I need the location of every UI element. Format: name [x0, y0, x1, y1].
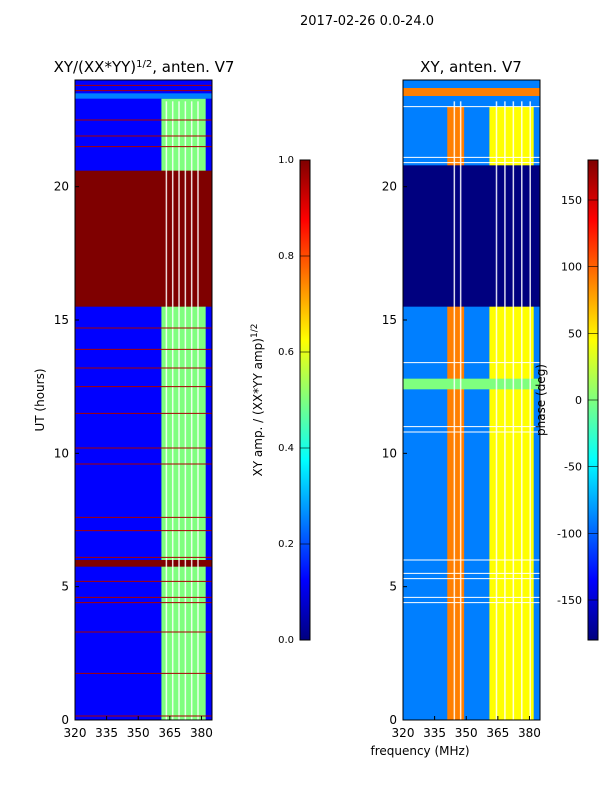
xtick-label-phase-1: 335	[423, 726, 446, 740]
xtick-label-amplitude-0: 320	[64, 726, 87, 740]
ytick-label-amplitude-3: 15	[54, 313, 69, 327]
ytick-label-phase-0: 0	[389, 713, 397, 727]
ytick-label-amplitude-4: 20	[54, 180, 69, 194]
chart-title-phase: XY, anten. V7	[420, 58, 522, 76]
ytick-label-phase-2: 10	[382, 446, 397, 460]
chart-amplitude: 320 335 350 365 380 0 5 10 15 20 XY/(XX*YY)1/2, an…	[33, 58, 311, 740]
stripe-phase-5	[521, 101, 523, 720]
region-amplitude-2	[75, 170, 212, 307]
ytick-label-amplitude-1: 5	[61, 580, 69, 594]
stripe-phase-6	[529, 101, 531, 720]
colorbar-tick-label-amplitude-0: 0.0	[278, 635, 294, 646]
axes-frame-phase	[402, 79, 541, 721]
page-title: 2017-02-26 0.0-24.0	[300, 14, 434, 29]
region-amplitude-4	[75, 93, 212, 99]
colorbar-tick-label-amplitude-2: 0.4	[278, 443, 294, 454]
stripe-amplitude-0	[165, 101, 168, 720]
stripe-amplitude-4	[190, 101, 193, 720]
colorbar-tick-label-phase-5: 100	[561, 261, 582, 274]
xtick-label-amplitude-2: 350	[127, 726, 150, 740]
colorbar-tick-label-amplitude-4: 0.8	[278, 251, 294, 262]
stripe-amplitude-5	[197, 101, 199, 720]
ytick-label-phase-4: 20	[382, 180, 397, 194]
ylabel-amplitude: UT (hours)	[33, 368, 47, 431]
xlabel-phase: frequency (MHz)	[370, 744, 469, 758]
colorbar-tick-label-phase-1: -100	[557, 527, 582, 540]
colorbar-tick-label-amplitude-1: 0.2	[278, 539, 294, 550]
xtick-label-phase-4: 380	[518, 726, 541, 740]
xtick-label-phase-2: 350	[455, 726, 478, 740]
stripe-amplitude-1	[171, 101, 174, 720]
ytick-label-phase-3: 15	[382, 313, 397, 327]
plot-area-amplitude	[75, 80, 212, 720]
colorbar-label-amplitude: XY amp. / (XX*YY amp)1/2	[250, 324, 265, 477]
axes-frame-amplitude	[74, 79, 213, 721]
stripe-phase-0	[453, 101, 456, 720]
colorbar-tick-label-amplitude-3: 0.6	[278, 347, 294, 358]
xtick-label-phase-0: 320	[392, 726, 415, 740]
colorbar-tick-label-phase-0: -150	[557, 594, 582, 607]
xtick-label-amplitude-4: 380	[190, 726, 213, 740]
ytick-label-phase-1: 5	[389, 580, 397, 594]
xtick-label-phase-3: 365	[486, 726, 509, 740]
colorbar-tick-label-phase-6: 150	[561, 194, 582, 207]
stripe-phase-1	[459, 101, 462, 720]
stripe-amplitude-3	[184, 101, 187, 720]
xtick-label-amplitude-3: 365	[158, 726, 181, 740]
plot-area-phase	[403, 80, 540, 720]
region-amplitude-3	[75, 560, 212, 567]
colorbar-amplitude	[299, 159, 311, 641]
colorbar-tick-label-phase-2: -50	[564, 461, 582, 474]
stripe-amplitude-2	[178, 101, 180, 720]
colorbar-tick-label-phase-4: 50	[568, 327, 582, 340]
colorbar-tick-label-phase-3: 0	[575, 394, 582, 407]
ytick-label-amplitude-0: 0	[61, 713, 69, 727]
colorbar-tick-label-amplitude-5: 1.0	[278, 155, 294, 166]
colorbar-label-phase: phase (deg)	[534, 364, 548, 436]
chart-phase: 320 335 350 365 380 0 5 10 15 20 XY, anten. V7 freq…	[370, 58, 599, 758]
stripe-phase-4	[512, 101, 515, 720]
stripe-phase-3	[504, 101, 506, 720]
xtick-label-amplitude-1: 335	[95, 726, 118, 740]
chart-title-amplitude: XY/(XX*YY)1/2, anten. V7	[54, 58, 235, 76]
region-phase-3	[403, 165, 540, 307]
region-phase-4	[403, 378, 540, 390]
ytick-label-amplitude-2: 10	[54, 446, 69, 460]
stripe-phase-2	[495, 101, 498, 720]
region-phase-5	[403, 88, 540, 96]
